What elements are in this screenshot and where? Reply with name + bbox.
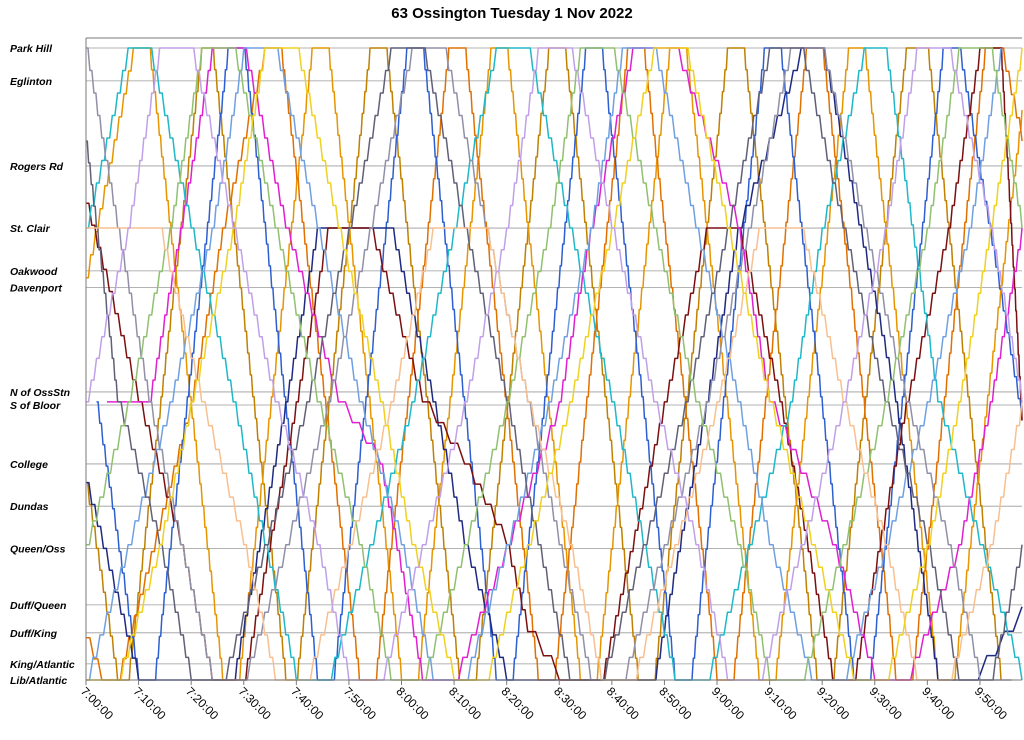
x-tick-label: 7:50:00 bbox=[341, 684, 379, 722]
stop-label: N of OssStn bbox=[10, 387, 70, 399]
x-tick-label: 8:00:00 bbox=[393, 684, 431, 722]
vehicle-trip-line bbox=[86, 227, 1023, 681]
stop-label: King/Atlantic bbox=[10, 659, 75, 671]
x-tick-label: 7:30:00 bbox=[236, 684, 274, 722]
vehicle-trip-line bbox=[86, 47, 1023, 681]
x-tick-label: 9:10:00 bbox=[761, 684, 799, 722]
x-tick-label: 9:30:00 bbox=[867, 684, 905, 722]
x-tick-label: 7:20:00 bbox=[183, 684, 221, 722]
stop-label: Davenport bbox=[10, 283, 62, 295]
chart-title: 63 Ossington Tuesday 1 Nov 2022 bbox=[391, 5, 633, 22]
x-tick-label: 8:20:00 bbox=[499, 684, 537, 722]
x-tick-label: 7:00:00 bbox=[78, 684, 116, 722]
vehicle-trip-line bbox=[86, 47, 1002, 681]
stop-label: Lib/Atlantic bbox=[10, 675, 67, 687]
axis-layer bbox=[85, 37, 1022, 685]
vehicle-trip-line bbox=[86, 47, 1023, 681]
vehicle-trip-line bbox=[86, 47, 1023, 681]
stop-label: St. Clair bbox=[10, 223, 51, 235]
x-tick-label: 8:10:00 bbox=[446, 684, 484, 722]
vehicle-trip-line bbox=[86, 47, 1023, 681]
x-tick-label: 8:40:00 bbox=[604, 684, 642, 722]
x-tick-label: 9:50:00 bbox=[972, 684, 1010, 722]
time-label-group: 7:00:00 7:10:00 7:20:00 7:30:00 7:40:00 7:50:… bbox=[78, 684, 1010, 722]
stop-label: Park Hill bbox=[10, 43, 53, 55]
stop-label: Rogers Rd bbox=[10, 161, 64, 173]
stop-label: Duff/Queen bbox=[10, 600, 66, 612]
vehicle-trip-line bbox=[86, 47, 1002, 681]
stop-label-group: Park Hill Eglinton Rogers Rd St. Clair Oakwo… bbox=[10, 43, 75, 687]
trip-line-group bbox=[86, 47, 1023, 681]
stop-label: Duff/King bbox=[10, 628, 58, 640]
stop-label: Dundas bbox=[10, 501, 49, 513]
x-tick-label: 8:50:00 bbox=[656, 684, 694, 722]
vehicle-trip-line bbox=[86, 47, 1023, 681]
x-tick-label: 9:40:00 bbox=[919, 684, 957, 722]
x-tick-label: 9:00:00 bbox=[709, 684, 747, 722]
vehicle-trip-line bbox=[86, 47, 1023, 681]
vehicle-trip-line bbox=[96, 47, 1023, 681]
stop-label: Queen/Oss bbox=[10, 543, 66, 555]
stop-label: College bbox=[10, 459, 48, 471]
x-tick-label: 8:30:00 bbox=[551, 684, 589, 722]
stop-label: Eglinton bbox=[10, 76, 52, 88]
stop-label: Oakwood bbox=[10, 266, 58, 278]
vehicle-trip-line bbox=[86, 47, 1023, 681]
x-tick-label: 7:40:00 bbox=[288, 684, 326, 722]
vehicle-trip-line bbox=[86, 47, 1023, 681]
x-tick-label: 7:10:00 bbox=[130, 684, 168, 722]
stop-label: S of Bloor bbox=[10, 400, 61, 412]
x-tick-label: 9:20:00 bbox=[814, 684, 852, 722]
